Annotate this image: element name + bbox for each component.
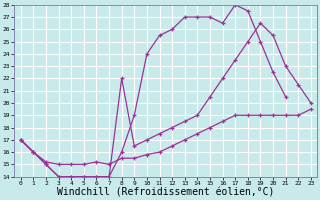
X-axis label: Windchill (Refroidissement éolien,°C): Windchill (Refroidissement éolien,°C) [57, 187, 275, 197]
